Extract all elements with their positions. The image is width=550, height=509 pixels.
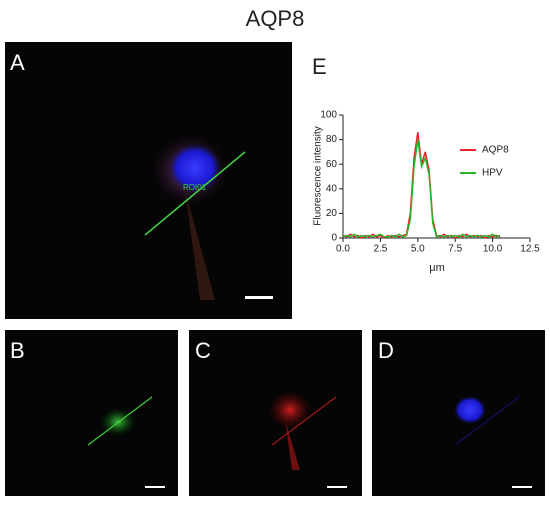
panel-label: D xyxy=(378,338,394,363)
nucleus xyxy=(169,144,221,192)
panel-a-image xyxy=(5,42,292,319)
x-tick-label: 0.0 xyxy=(336,244,350,255)
cell-tail xyxy=(185,190,215,300)
y-tick-label: 0 xyxy=(331,233,337,244)
legend-label: HPV xyxy=(482,168,503,179)
figure-title: AQP8 xyxy=(246,6,305,31)
y-tick-label: 100 xyxy=(320,110,337,121)
cell-red xyxy=(268,390,312,430)
y-tick-label: 20 xyxy=(326,208,338,219)
y-axis-label: Fluorescence intensity xyxy=(313,126,324,226)
y-tick-label: 80 xyxy=(326,134,338,145)
roi-label: ROI01 xyxy=(183,183,207,192)
x-tick-label: 2.5 xyxy=(373,244,387,255)
panel-b-image xyxy=(5,330,178,496)
scale-bar xyxy=(327,486,347,488)
roi-line xyxy=(271,396,337,446)
panel-label: C xyxy=(195,338,211,363)
scale-bar xyxy=(512,486,532,488)
roi-line xyxy=(144,151,246,236)
y-tick-label: 40 xyxy=(326,183,338,194)
scale-bar xyxy=(245,296,273,299)
roi-line xyxy=(454,396,520,446)
x-tick-label: 7.5 xyxy=(448,244,462,255)
series-line xyxy=(342,139,501,238)
y-tick-label: 60 xyxy=(326,159,338,170)
roi-line xyxy=(87,396,153,446)
line-chart: 0 20 40 60 80 100 0.0 2.5 5.0 7.5 10.0 12.5 AQP8 HPV xyxy=(320,110,540,255)
x-axis-label: μm xyxy=(429,262,445,274)
x-tick-label: 10.0 xyxy=(483,244,503,255)
x-tick-label: 12.5 xyxy=(520,244,540,255)
scale-bar xyxy=(145,486,165,488)
nucleus xyxy=(454,396,486,424)
x-tick-label: 5.0 xyxy=(411,244,425,255)
series-line xyxy=(342,132,501,239)
panel-label: A xyxy=(10,50,25,75)
panel-label: B xyxy=(10,338,25,363)
legend-label: AQP8 xyxy=(482,145,509,156)
panel-label: E xyxy=(312,54,327,79)
